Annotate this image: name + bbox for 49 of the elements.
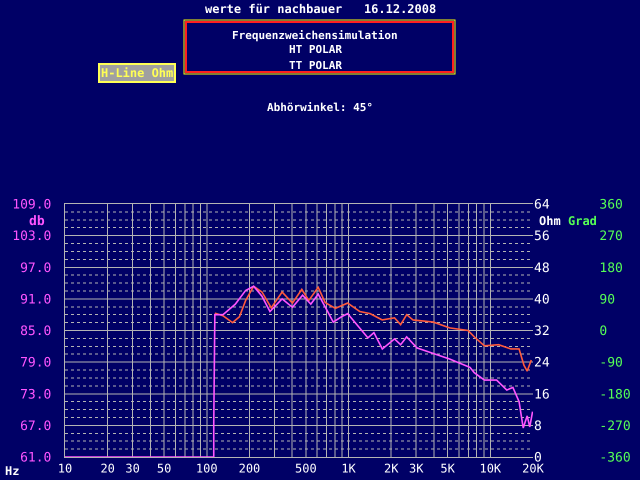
y-axis-title: db <box>29 214 45 229</box>
x-tick-label: 10K <box>479 461 502 476</box>
chart-title: werte für nachbauer 16.12.2008 <box>205 2 436 16</box>
y2-tick-label: 64 <box>534 198 550 213</box>
y3-tick-label: 0 <box>599 324 608 340</box>
y-tick-label: 73.0 <box>20 387 52 402</box>
x-axis-title: Hz <box>5 464 20 478</box>
y2-tick-label: 40 <box>534 292 550 308</box>
text: HT POLAR <box>289 43 342 56</box>
y2-tick-label: 56 <box>534 229 550 244</box>
x-tick-label: 3K <box>408 461 424 476</box>
y2-tick-label: 32 <box>534 324 550 340</box>
y-tick-label: 85.0 <box>20 324 52 340</box>
y3-tick-label: -90 <box>599 356 623 371</box>
y3-tick-label: 270 <box>599 229 623 244</box>
y-tick-label: 67.0 <box>20 418 52 434</box>
x-tick-label: 500 <box>295 461 317 476</box>
x-tick-label: 100 <box>196 461 218 476</box>
text: TT POLAR <box>289 59 342 72</box>
x-tick-label: 10 <box>58 461 72 476</box>
y3-tick-label: 90 <box>599 292 616 308</box>
y-tick-label: 79.0 <box>20 356 52 371</box>
x-tick-label: 200 <box>238 461 260 476</box>
y3-tick-label: 180 <box>599 260 623 276</box>
y3-axis-title: Grad <box>568 214 597 228</box>
y2-tick-label: 48 <box>534 260 550 276</box>
x-tick-label: 1K <box>341 461 357 476</box>
y3-tick-label: -270 <box>599 418 631 434</box>
text: Abhörwinkel: 45° <box>267 101 373 114</box>
text: Frequenzweichensimulation <box>232 29 398 42</box>
y3-tick-label: -180 <box>599 387 631 402</box>
x-tick-label: 30 <box>125 461 140 476</box>
y2-axis-title: Ohm <box>539 214 561 228</box>
y3-tick-label: -360 <box>599 450 631 466</box>
text: H-Line Ohm <box>101 66 174 80</box>
y2-tick-label: 16 <box>534 387 550 402</box>
y-tick-label: 91.0 <box>20 292 52 308</box>
y-tick-label: 109.0 <box>12 198 52 213</box>
y-tick-label: 103.0 <box>12 229 52 244</box>
y2-tick-label: 24 <box>534 356 550 371</box>
y-tick-label: 97.0 <box>20 260 52 276</box>
y3-tick-label: 360 <box>599 198 623 213</box>
x-tick-label: 20 <box>100 461 115 476</box>
x-tick-label: 2K <box>384 461 400 476</box>
x-tick-label: 20K <box>522 461 545 476</box>
x-tick-label: 50 <box>156 461 172 476</box>
y2-tick-label: 8 <box>534 418 542 434</box>
x-tick-label: 5K <box>440 461 456 476</box>
y-tick-label: 61.0 <box>20 450 52 466</box>
